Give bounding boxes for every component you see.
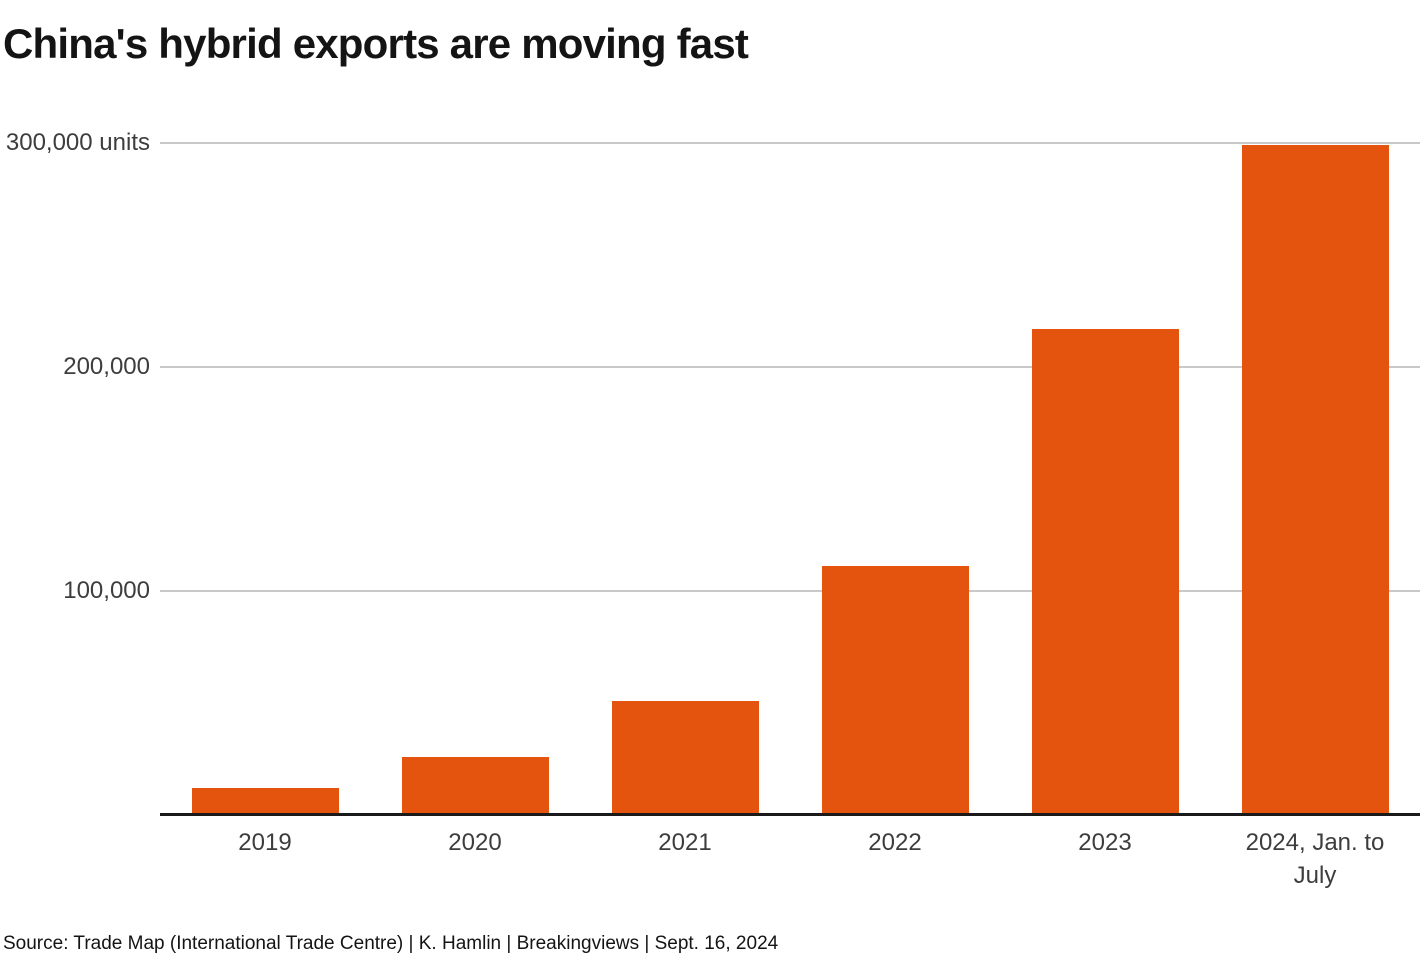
x-axis-line [160,813,1420,816]
x-tick-label-2022: 2022 [868,829,922,856]
y-tick-label-300000: 300,000 units [5,129,150,156]
x-tick-label-2024: 2024, Jan. to July [1245,829,1385,889]
chart-title: China's hybrid exports are moving fast [3,20,749,67]
bar-2023 [1031,328,1179,815]
x-tick-label-2020: 2020 [448,829,502,856]
bar-2019 [191,788,339,815]
x-tick-label-2021: 2021 [658,829,712,856]
bar-2022 [821,566,969,815]
gridline-200000 [160,366,1420,368]
x-tick-label-2023: 2023 [1078,829,1132,856]
gridline-300000 [160,142,1420,144]
y-tick-label-200000: 200,000 [63,353,150,380]
bar-2024 [1241,145,1389,815]
source-attribution: Source: Trade Map (International Trade C… [3,933,779,954]
gridline-100000 [160,590,1420,592]
y-tick-label-100000: 100,000 [63,577,150,604]
bar-2020 [401,756,549,815]
x-tick-label-2019: 2019 [238,829,292,856]
bar-2021 [611,700,759,815]
